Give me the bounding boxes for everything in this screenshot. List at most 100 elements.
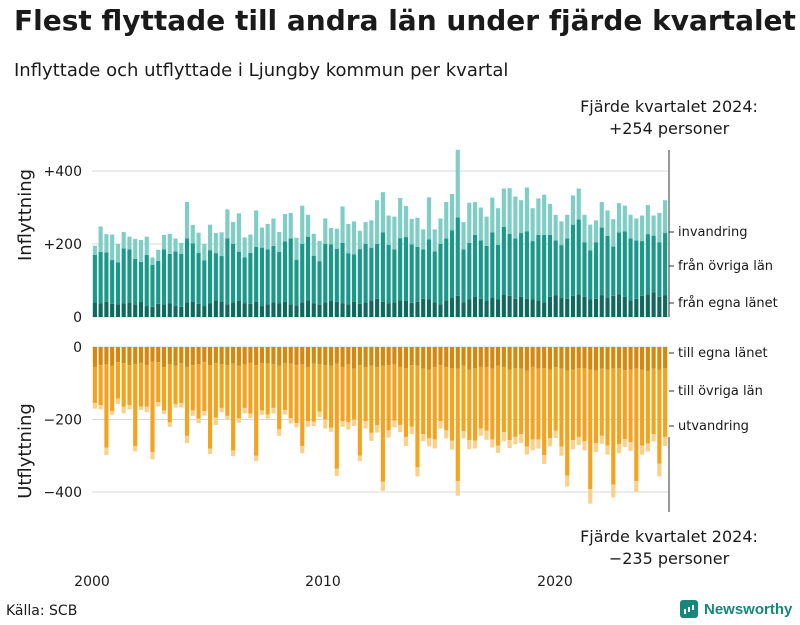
bar-inflyttning	[363, 302, 368, 317]
bar-utflyttning	[375, 347, 380, 368]
bar-utflyttning	[547, 369, 552, 439]
bar-inflyttning	[225, 238, 230, 305]
bar-utflyttning	[472, 347, 478, 369]
bar-utflyttning	[219, 347, 224, 365]
bar-inflyttning	[386, 215, 391, 245]
bar-utflyttning	[507, 440, 512, 449]
bar-inflyttning	[156, 303, 161, 317]
bar-utflyttning	[110, 365, 115, 412]
bar-utflyttning	[265, 414, 270, 419]
bar-inflyttning	[421, 298, 426, 317]
bar-inflyttning	[392, 302, 397, 317]
bar-inflyttning	[144, 306, 149, 317]
bar-utflyttning	[536, 368, 541, 440]
bar-inflyttning	[248, 252, 253, 304]
bar-utflyttning	[115, 347, 120, 363]
bar-utflyttning	[530, 439, 535, 451]
bar-inflyttning	[576, 219, 581, 295]
bar-utflyttning	[616, 347, 622, 369]
bar-inflyttning	[167, 233, 172, 254]
bar-inflyttning	[570, 295, 576, 317]
bar-utflyttning	[542, 455, 547, 465]
bar-inflyttning	[311, 303, 316, 317]
bar-utflyttning	[305, 347, 311, 367]
bar-utflyttning	[501, 347, 506, 367]
bar-inflyttning	[524, 187, 529, 232]
bar-utflyttning	[288, 418, 293, 424]
bar-utflyttning	[576, 436, 581, 445]
chart-subtitle: Inflyttade och utflyttade i Ljungby komm…	[14, 60, 509, 81]
bar-utflyttning	[328, 365, 334, 428]
bar-utflyttning	[392, 364, 397, 421]
series-label: invandring	[678, 225, 747, 240]
bar-utflyttning	[542, 347, 547, 369]
bar-inflyttning	[352, 221, 357, 255]
bar-inflyttning	[202, 244, 207, 261]
bar-utflyttning	[184, 347, 190, 367]
bar-inflyttning	[380, 192, 385, 233]
bar-inflyttning	[265, 249, 270, 305]
bar-utflyttning	[640, 369, 645, 446]
bar-utflyttning	[208, 365, 213, 449]
bar-inflyttning	[565, 298, 570, 317]
bar-utflyttning	[530, 366, 535, 440]
bar-inflyttning	[582, 296, 587, 317]
bar-inflyttning	[559, 245, 564, 299]
bar-utflyttning	[208, 448, 213, 454]
bar-inflyttning	[208, 250, 213, 304]
bar-utflyttning	[519, 347, 524, 369]
bar-inflyttning	[398, 238, 403, 301]
bar-inflyttning	[213, 233, 218, 254]
bar-inflyttning	[259, 227, 264, 248]
bar-utflyttning	[524, 370, 529, 447]
bar-utflyttning	[357, 347, 362, 366]
bar-utflyttning	[472, 368, 478, 441]
bar-utflyttning	[484, 367, 489, 431]
bar-inflyttning	[628, 214, 633, 239]
bar-utflyttning	[432, 347, 437, 367]
bar-inflyttning	[663, 295, 668, 317]
bar-inflyttning	[524, 231, 529, 299]
bar-utflyttning	[236, 418, 241, 423]
bar-utflyttning	[415, 347, 420, 366]
bar-utflyttning	[271, 407, 276, 414]
bar-inflyttning	[403, 300, 408, 317]
bar-utflyttning	[565, 347, 570, 371]
bar-inflyttning	[133, 258, 138, 305]
bar-inflyttning	[616, 203, 622, 233]
bar-inflyttning	[640, 295, 645, 317]
bar-inflyttning	[634, 218, 639, 241]
bar-utflyttning	[311, 363, 316, 422]
bar-inflyttning	[449, 230, 455, 299]
bar-inflyttning	[634, 240, 639, 299]
bar-utflyttning	[363, 366, 368, 422]
bar-utflyttning	[645, 347, 650, 371]
bar-utflyttning	[432, 366, 437, 440]
bar-utflyttning	[225, 347, 230, 366]
bar-utflyttning	[593, 370, 599, 444]
bar-utflyttning	[501, 366, 506, 433]
chart-title: Flest flyttade till andra län under fjär…	[14, 4, 796, 37]
bar-inflyttning	[484, 245, 489, 301]
bar-utflyttning	[553, 430, 558, 438]
bar-inflyttning	[398, 300, 403, 317]
bar-inflyttning	[190, 301, 195, 317]
bar-inflyttning	[593, 298, 599, 317]
bar-utflyttning	[622, 439, 627, 448]
bar-inflyttning	[340, 242, 345, 304]
bar-utflyttning	[616, 368, 622, 445]
bar-inflyttning	[248, 234, 253, 253]
bar-utflyttning	[398, 347, 403, 367]
bar-inflyttning	[570, 195, 576, 225]
bar-inflyttning	[179, 242, 184, 254]
bar-utflyttning	[519, 434, 524, 444]
bar-inflyttning	[277, 231, 282, 253]
bar-utflyttning	[190, 410, 195, 416]
bar-utflyttning	[340, 347, 345, 367]
bar-utflyttning	[461, 347, 466, 366]
bar-utflyttning	[467, 440, 472, 450]
bar-inflyttning	[392, 249, 397, 303]
bar-utflyttning	[628, 347, 633, 370]
bar-utflyttning	[254, 347, 259, 366]
bar-utflyttning	[127, 405, 132, 410]
